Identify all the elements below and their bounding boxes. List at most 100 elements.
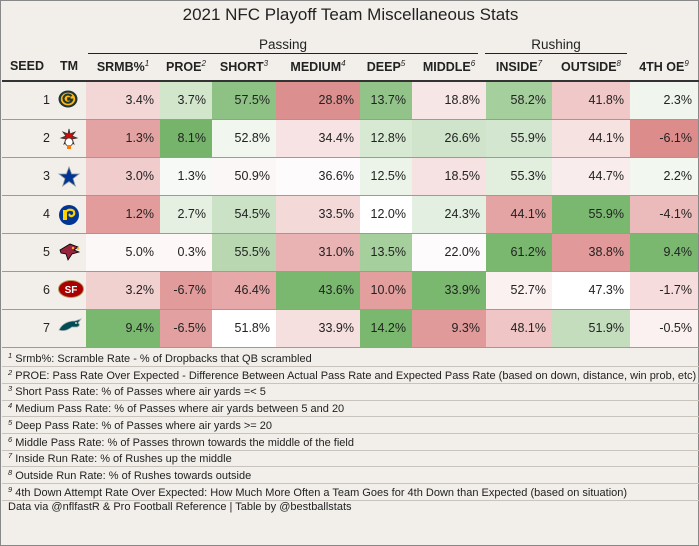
medium-cell: 34.4% [276,120,360,157]
table-row: 7 9.4% -6.5% 51.8% 33.9% 14.2% 9.3% 48.1% 51.9% -… [2,310,699,348]
proe-cell: 8.1% [160,120,212,157]
header-proe: PROE2 [166,59,206,74]
philadelphia-eagles-logo-icon [58,318,83,341]
srmb-cell: 1.2% [86,196,160,233]
medium-cell: 33.5% [276,196,360,233]
medium-cell: 43.6% [276,272,360,309]
group-rule-passing [88,53,478,54]
foe-cell: -6.1% [630,120,698,157]
footnote-divider [2,466,699,468]
inside-cell: 55.9% [486,120,552,157]
middle-cell: 33.9% [412,272,486,309]
credit-line: Data via @nflfastR & Pro Football Refere… [8,501,352,514]
header-middle: MIDDLE6 [422,59,476,74]
header-medium: MEDIUM4 [290,59,346,74]
short-cell: 46.4% [212,272,276,309]
srmb-cell: 5.0% [86,234,160,271]
short-cell: 55.5% [212,234,276,271]
srmb-cell: 1.3% [86,120,160,157]
srmb-cell: 3.2% [86,272,160,309]
middle-cell: 24.3% [412,196,486,233]
inside-cell: 58.2% [486,82,552,119]
header-rule [2,80,699,82]
footnote-divider [2,366,699,368]
green-bay-packers-logo-icon [58,90,78,113]
foe-cell: -4.1% [630,196,698,233]
footnote-6: 6 Middle Pass Rate: % of Passes thrown t… [8,434,354,449]
footnote-divider [2,416,699,418]
header-outside: OUTSIDE8 [560,59,621,74]
tampa-bay-buccaneers-logo-icon [58,128,80,155]
seed-cell: 4 [43,207,50,221]
outside-cell: 38.8% [552,234,630,271]
header-team: TM [59,59,79,73]
group-rule-rushing [485,53,627,54]
header-4th-oe: 4TH OE9 [639,59,689,74]
table-row: 2 1.3% 8.1% 52.8% 34.4% 12.8% 26.6% 55.9% 44.1% -… [2,120,699,158]
outside-cell: 55.9% [552,196,630,233]
footnote-divider [2,499,699,501]
inside-cell: 61.2% [486,234,552,271]
header-deep: DEEP5 [366,59,406,74]
middle-cell: 22.0% [412,234,486,271]
inside-cell: 55.3% [486,158,552,195]
table-row: 1 3.4% 3.7% 57.5% 28.8% 13.7% 18.8% 58.2% 41.8% 2… [2,82,699,120]
middle-cell: 18.8% [412,82,486,119]
group-label-rushing: Rushing [531,37,581,52]
san-francisco-49ers-logo-icon: SF [58,280,84,303]
foe-cell: 2.2% [630,158,698,195]
inside-cell: 52.7% [486,272,552,309]
outside-cell: 47.3% [552,272,630,309]
header-row: SEED TM SRMB%1 PROE2 SHORT3 MEDIUM4 DEEP… [2,59,699,79]
header-inside: INSIDE7 [495,59,543,74]
short-cell: 50.9% [212,158,276,195]
table-row: 5 5.0% 0.3% 55.5% 31.0% 13.5% 22.0% 61.2% 38.8% 9… [2,234,699,272]
short-cell: 52.8% [212,120,276,157]
short-cell: 57.5% [212,82,276,119]
middle-cell: 18.5% [412,158,486,195]
srmb-cell: 9.4% [86,310,160,347]
arizona-cardinals-logo-icon [58,242,81,267]
srmb-cell: 3.0% [86,158,160,195]
middle-cell: 9.3% [412,310,486,347]
footnote-3: 3 Short Pass Rate: % of Passes where air… [8,384,266,399]
footnote-1: 1 Srmb%: Scramble Rate - % of Dropbacks … [8,351,312,365]
group-label-passing: Passing [258,37,308,52]
foe-cell: 9.4% [630,234,698,271]
deep-cell: 14.2% [360,310,412,347]
table-row: 3 3.0% 1.3% 50.9% 36.6% 12.5% 18.5% 55.3% 44.7% 2… [2,158,699,196]
seed-cell: 1 [43,93,50,107]
inside-cell: 44.1% [486,196,552,233]
deep-cell: 12.5% [360,158,412,195]
seed-cell: 2 [43,131,50,145]
medium-cell: 28.8% [276,82,360,119]
proe-cell: -6.7% [160,272,212,309]
medium-cell: 36.6% [276,158,360,195]
outside-cell: 44.7% [552,158,630,195]
footnote-2: 2 PROE: Pass Rate Over Expected - Differ… [8,367,697,382]
footnote-7: 7 Inside Run Rate: % of Rushes up the mi… [8,451,232,466]
footnote-divider [2,433,699,434]
foe-cell: 2.3% [630,82,698,119]
middle-cell: 26.6% [412,120,486,157]
table-row: 6 SF 3.2% -6.7% 46.4% 43.6% 10.0% 33.9% 52.7% 47.… [2,272,699,310]
deep-cell: 13.5% [360,234,412,271]
proe-cell: -6.5% [160,310,212,347]
dallas-cowboys-logo-icon [57,165,81,193]
table-title: 2021 NFC Playoff Team Miscellaneous Stat… [182,5,519,24]
footnote-8: 8 Outside Run Rate: % of Rushes towards … [8,467,252,482]
inside-cell: 48.1% [486,310,552,347]
header-srmb: SRMB%1 [96,59,150,74]
short-cell: 51.8% [212,310,276,347]
proe-cell: 2.7% [160,196,212,233]
foe-cell: -1.7% [630,272,698,309]
outside-cell: 44.1% [552,120,630,157]
deep-cell: 10.0% [360,272,412,309]
medium-cell: 33.9% [276,310,360,347]
proe-cell: 0.3% [160,234,212,271]
footnote-divider [2,483,699,485]
footnote-divider [2,399,699,401]
header-short: SHORT3 [219,59,269,74]
seed-cell: 5 [43,245,50,259]
